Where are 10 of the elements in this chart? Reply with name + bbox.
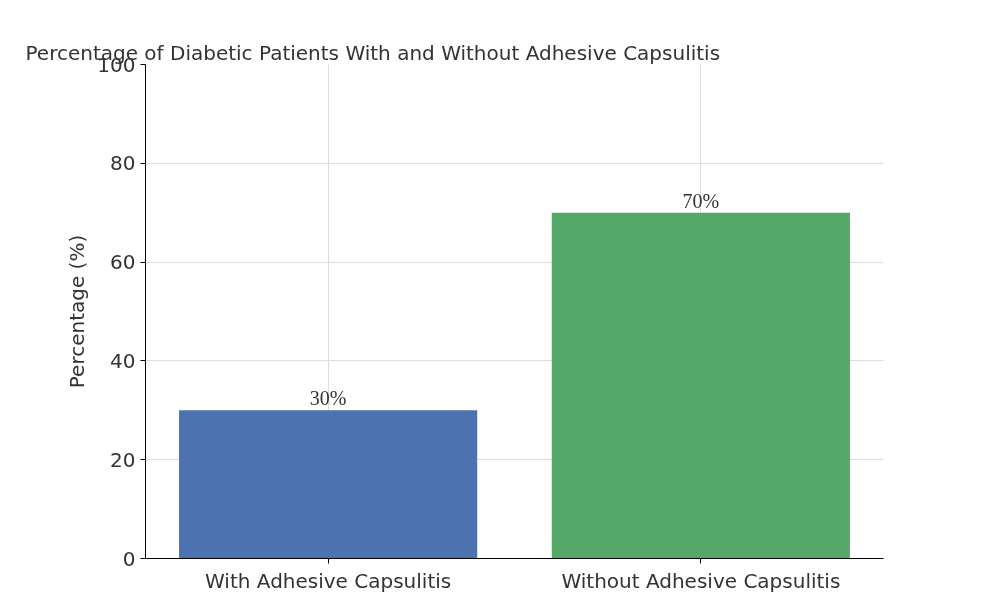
- y-tick-label: 60: [110, 250, 136, 275]
- y-tick-label: 80: [110, 151, 136, 176]
- y-tick-label: 0: [122, 546, 136, 571]
- y-axis-title: Percentage (%): [65, 234, 90, 389]
- data-label: 70%: [682, 189, 720, 212]
- x-tick-label: With Adhesive Capsulitis: [205, 568, 452, 593]
- x-tick-label: Without Adhesive Capsulitis: [561, 568, 841, 593]
- y-tick-label: 20: [110, 447, 136, 472]
- y-tick-label: 40: [110, 348, 136, 373]
- data-label: 30%: [309, 387, 347, 410]
